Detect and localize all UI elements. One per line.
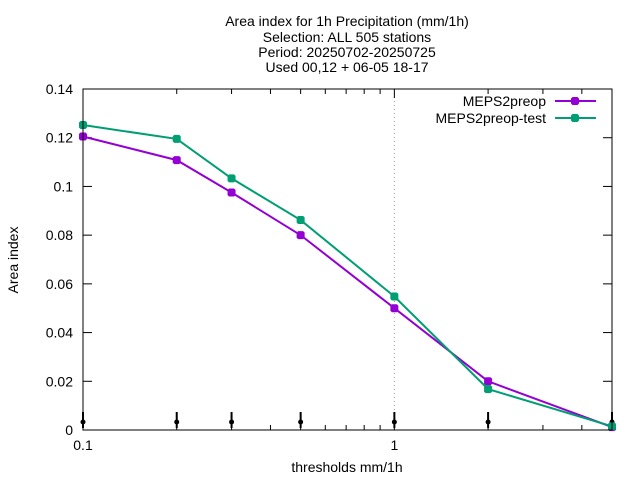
threshold-markers [80, 412, 615, 428]
series-0-point-1 [172, 156, 181, 165]
series-1-point-4 [390, 292, 399, 301]
chart-title: Area index for 1h Precipitation (mm/1h) … [225, 13, 469, 75]
y-tick-label: 0.1 [54, 178, 74, 194]
series-0-point-4 [390, 304, 399, 313]
y-tick-label: 0.14 [46, 81, 73, 97]
series-0-point-2 [227, 188, 236, 197]
y-tick-label: 0.12 [46, 130, 73, 146]
series-1-point-2 [227, 174, 236, 183]
legend-label-0: MEPS2preop [463, 93, 546, 109]
threshold-marker-dot-1 [174, 419, 180, 425]
legend-marker-1 [571, 114, 579, 122]
series-0-point-3 [296, 231, 305, 240]
series-0 [79, 132, 616, 432]
title-line-2: Selection: ALL 505 stations [263, 29, 431, 45]
title-line-3: Period: 20250702-20250725 [258, 44, 436, 60]
series-line-1 [82, 124, 613, 428]
legend-label-1: MEPS2preop-test [436, 110, 547, 126]
y-tick-label: 0.02 [46, 373, 73, 389]
series-line-0 [82, 135, 613, 429]
title-line-1: Area index for 1h Precipitation (mm/1h) [225, 13, 469, 29]
threshold-marker-dot-5 [485, 419, 491, 425]
tick-labels: 0 0.02 0.04 0.06 0.08 0.1 0.12 0.14 0.1 1 [46, 81, 399, 453]
series-1 [79, 121, 616, 431]
series-0-point-5 [484, 377, 493, 386]
series-group [79, 121, 616, 432]
threshold-marker-dot-4 [391, 419, 397, 425]
x-tick-label: 1 [390, 437, 398, 453]
threshold-marker-dot-3 [298, 419, 304, 425]
y-tick-label: 0.06 [46, 276, 73, 292]
series-1-point-1 [172, 134, 181, 143]
y-axis-label: Area index [5, 227, 21, 294]
y-tick-label: 0.04 [46, 325, 73, 341]
title-line-4: Used 00,12 + 06-05 18-17 [265, 59, 428, 75]
plot-frame [82, 88, 613, 431]
x-axis-label: thresholds mm/1h [291, 459, 402, 475]
y-tick-label: 0 [65, 422, 73, 438]
threshold-marker-dot-2 [229, 419, 235, 425]
y-tick-label: 0.08 [46, 227, 73, 243]
series-1-point-5 [484, 385, 493, 394]
x-tick-label: 0.1 [73, 437, 93, 453]
series-1-point-3 [296, 216, 305, 225]
legend-marker-0 [571, 97, 579, 105]
